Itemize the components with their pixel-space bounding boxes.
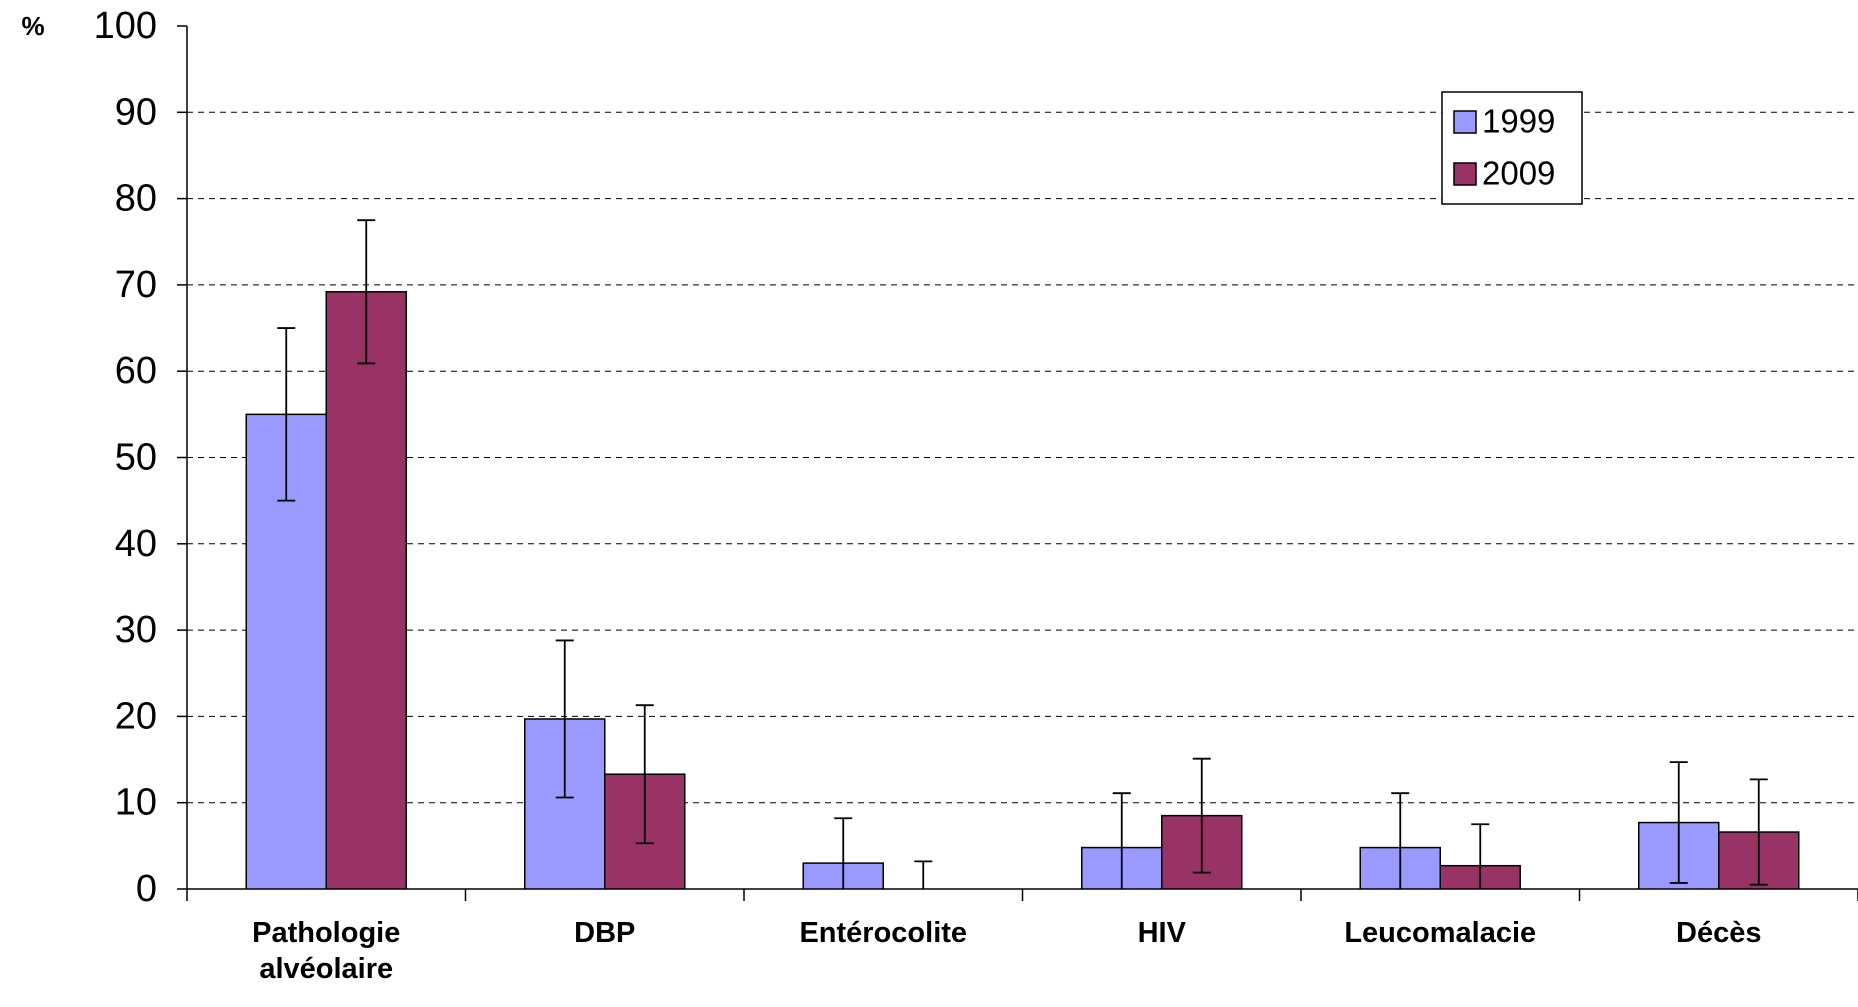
y-tick-label: 60 (115, 350, 157, 392)
x-tick-label: Pathologie alvéolaire (252, 917, 401, 985)
y-tick-label: 10 (115, 782, 157, 824)
y-tick-label: 70 (115, 264, 157, 306)
y-tick-label: 90 (115, 91, 157, 133)
y-tick-label: 20 (115, 695, 157, 737)
plot-area (245, 219, 1800, 889)
legend-swatch (1453, 162, 1477, 186)
x-tick-label: HIV (1137, 917, 1186, 949)
x-tick-label: Entérocolite (799, 917, 968, 949)
y-tick-label: 80 (115, 178, 157, 220)
bar (325, 291, 407, 889)
x-tick-label: DBP (574, 917, 636, 949)
x-tick-label: Leucomalacie (1344, 917, 1537, 949)
y-tick-label: 0 (136, 868, 157, 910)
y-tick-label: 30 (115, 609, 157, 651)
y-tick-label: 40 (115, 523, 157, 565)
legend-label: 1999 (1482, 103, 1555, 140)
legend-label: 2009 (1482, 155, 1555, 192)
y-tick-label: 100 (94, 5, 157, 47)
y-tick-label: 50 (115, 437, 157, 479)
legend-swatch (1453, 110, 1477, 134)
x-tick-label: Décès (1676, 917, 1762, 949)
y-axis-label: % (21, 11, 44, 41)
